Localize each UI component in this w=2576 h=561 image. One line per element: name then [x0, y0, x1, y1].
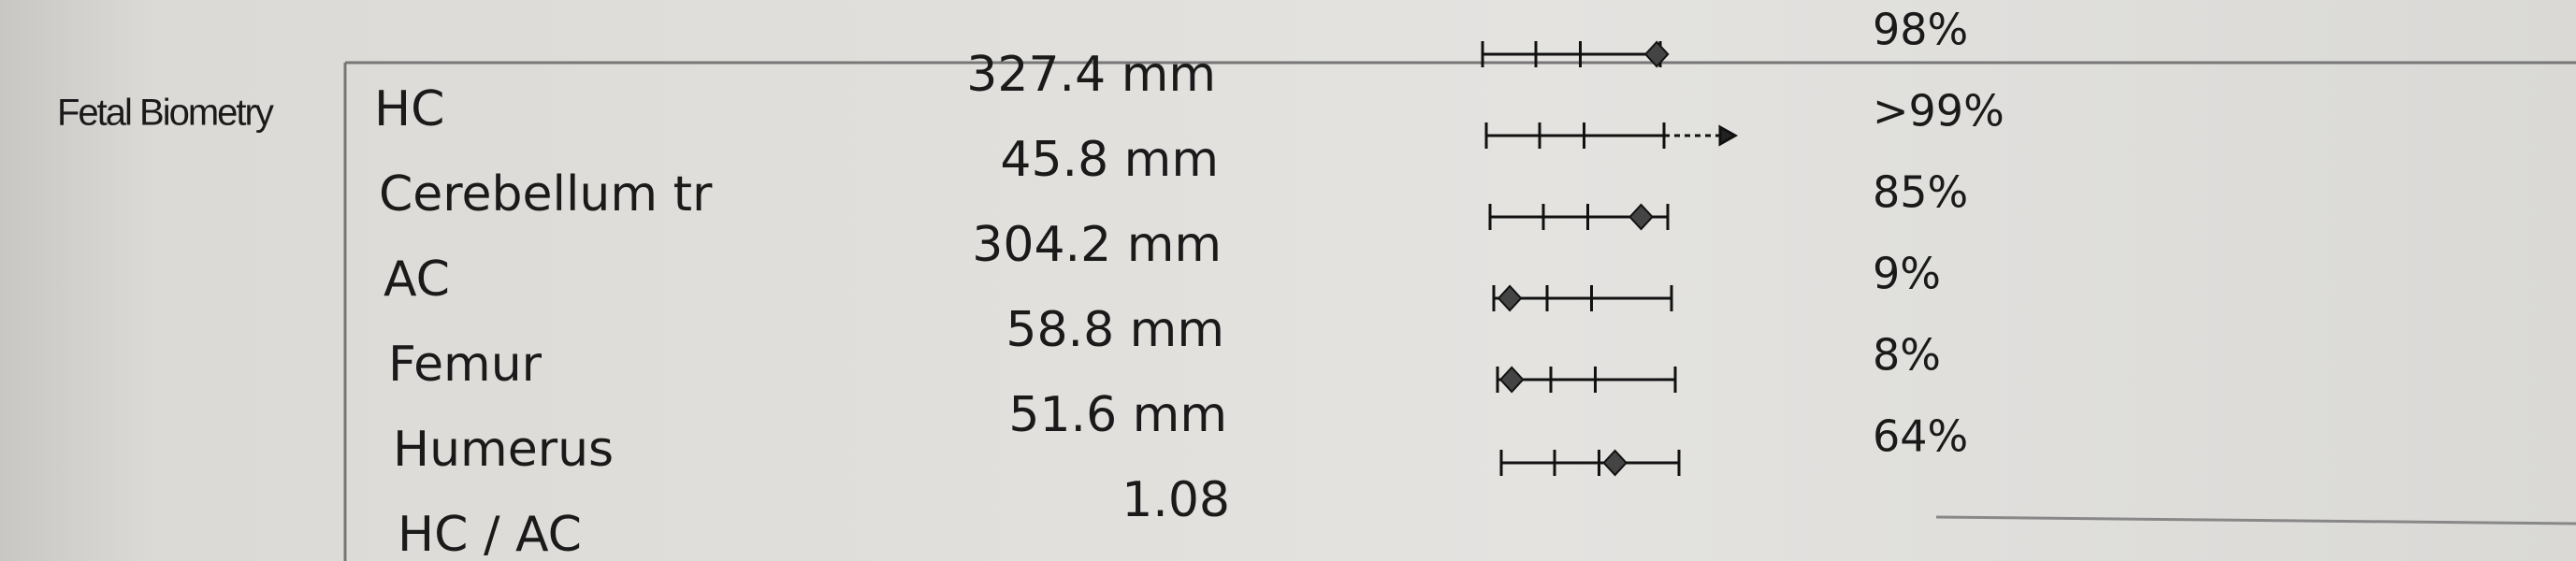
percentile-label: 9% — [1873, 249, 1941, 299]
table-border — [1935, 515, 2576, 525]
measure-value: 1.08 — [1122, 472, 1230, 528]
percentile-marker — [1643, 40, 1670, 68]
graph-arrowhead — [1718, 124, 1739, 147]
percentile-marker — [1497, 284, 1523, 312]
percentile-label: >99% — [1873, 86, 2004, 137]
percentile-graph — [1492, 284, 1673, 312]
percentile-graph — [1484, 122, 1739, 149]
percentile-graph — [1496, 366, 1677, 394]
percentile-graph — [1499, 449, 1681, 477]
percentile-label: 85% — [1873, 167, 1968, 218]
measure-name: Femur — [388, 337, 543, 393]
percentile-marker — [1628, 203, 1654, 231]
percentile-marker — [1498, 366, 1525, 394]
measure-value: 45.8 mm — [1000, 132, 1219, 188]
measure-value: 304.2 mm — [972, 217, 1222, 273]
percentile-label: 98% — [1873, 5, 1968, 55]
measure-value: 327.4 mm — [966, 47, 1216, 103]
percentile-graph — [1488, 203, 1670, 231]
measure-name: Cerebellum tr — [379, 166, 713, 223]
measure-value: 58.8 mm — [1006, 302, 1224, 358]
percentile-label: 64% — [1873, 411, 1968, 462]
measure-name: Humerus — [393, 422, 614, 478]
section-label: Fetal Biometry — [57, 93, 274, 134]
measure-name: HC / AC — [398, 507, 582, 561]
measure-name: AC — [384, 252, 450, 308]
percentile-graph — [1481, 40, 1670, 68]
measure-value: 51.6 mm — [1008, 387, 1227, 443]
percentile-label: 8% — [1873, 330, 1941, 381]
percentile-marker — [1602, 449, 1628, 477]
measure-name: HC — [374, 81, 444, 137]
